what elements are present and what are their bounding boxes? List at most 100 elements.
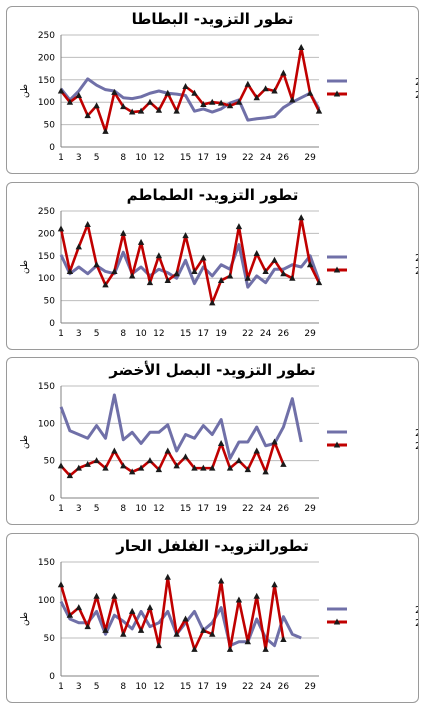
y-tick-label: 50 — [44, 297, 56, 307]
y-tick-label: 100 — [38, 274, 55, 284]
x-tick-label: 5 — [94, 682, 100, 692]
x-tick-label: 15 — [180, 504, 191, 514]
data-point — [155, 252, 163, 259]
data-point — [235, 223, 243, 230]
y-tick-label: 0 — [49, 672, 55, 682]
data-point — [244, 466, 252, 473]
data-point — [191, 645, 198, 652]
data-point — [217, 99, 225, 106]
data-point — [182, 615, 189, 622]
data-point — [75, 464, 82, 471]
series-line-2015 — [59, 77, 321, 122]
x-tick-label: 10 — [135, 329, 147, 339]
x-tick-label: 12 — [153, 504, 164, 514]
legend-label: الكمية 2016 — [415, 618, 418, 629]
data-point — [111, 592, 118, 599]
data-point — [191, 267, 198, 274]
data-point — [66, 472, 74, 479]
data-point — [235, 457, 243, 464]
chart-panel-4: تطورالتزويد- الفلفل الحار 0 50 100 150 1 3 5 8 10… — [6, 533, 419, 703]
data-point — [280, 636, 287, 643]
data-point — [173, 462, 180, 469]
chart-svg: 0 50 100 150 200 250 1 3 5 8 10 12 15 17 19 22 24 26 29 طن ا… — [20, 31, 418, 163]
data-point — [164, 276, 171, 283]
data-point — [217, 439, 225, 446]
series-line-2016 — [59, 575, 285, 651]
x-tick-label: 8 — [120, 504, 126, 514]
legend-marker — [333, 90, 341, 97]
x-tick-label: 26 — [278, 504, 290, 514]
data-point — [102, 127, 109, 134]
data-point — [75, 604, 82, 611]
data-point — [209, 464, 216, 471]
data-point — [164, 447, 171, 454]
data-point — [93, 592, 100, 599]
x-tick-label: 8 — [120, 329, 126, 339]
data-point — [182, 232, 189, 239]
x-tick-label: 26 — [278, 153, 290, 163]
y-tick-label: 50 — [44, 121, 56, 131]
y-tick-label: 200 — [38, 229, 55, 239]
data-point — [271, 438, 278, 445]
data-point — [111, 88, 118, 95]
x-tick-label: 22 — [242, 329, 253, 339]
x-tick-label: 29 — [304, 153, 316, 163]
data-point — [200, 100, 207, 107]
legend-marker — [333, 441, 341, 448]
data-point — [271, 87, 278, 94]
x-tick-label: 19 — [215, 153, 227, 163]
data-point — [226, 464, 234, 471]
x-tick-label: 24 — [260, 329, 272, 339]
x-tick-label: 1 — [58, 682, 64, 692]
legend-marker — [333, 266, 341, 273]
data-point — [182, 453, 189, 460]
data-point — [173, 630, 180, 637]
x-tick-label: 15 — [180, 682, 191, 692]
legend-label: الكمية 2015 — [415, 428, 418, 439]
data-point — [137, 464, 145, 471]
y-tick-label: 250 — [38, 207, 55, 217]
y-tick-label: 100 — [38, 419, 55, 429]
data-point — [120, 229, 127, 236]
data-point — [75, 91, 82, 98]
data-point — [93, 261, 100, 268]
legend-label: الكمية 2015 — [415, 77, 418, 88]
data-point — [93, 457, 100, 464]
x-tick-label: 22 — [242, 153, 253, 163]
data-point — [137, 107, 145, 114]
data-point — [111, 447, 118, 454]
y-tick-label: 250 — [38, 31, 55, 41]
y-axis-label: طن — [20, 260, 30, 274]
data-point — [253, 250, 260, 257]
x-tick-label: 24 — [260, 504, 272, 514]
data-point — [298, 44, 305, 51]
x-tick-label: 15 — [180, 329, 191, 339]
data-point — [102, 281, 109, 288]
data-point — [93, 102, 100, 109]
data-point — [209, 299, 216, 306]
data-point — [271, 256, 278, 263]
y-tick-label: 0 — [49, 143, 55, 153]
chart-title: تطور التزويد- الطماطم — [126, 186, 299, 204]
data-point — [244, 274, 252, 281]
data-point — [244, 80, 252, 87]
legend-marker — [333, 618, 341, 625]
data-point — [306, 261, 314, 268]
x-tick-label: 26 — [278, 682, 290, 692]
x-tick-label: 22 — [242, 504, 253, 514]
x-tick-label: 19 — [215, 329, 227, 339]
x-tick-label: 24 — [260, 153, 272, 163]
data-point — [164, 573, 171, 580]
legend-label: الكمية 2015 — [415, 605, 418, 616]
chart-title: تطور التزويد- البصل الأخضر — [109, 361, 316, 379]
data-point — [217, 577, 225, 584]
x-tick-label: 10 — [135, 682, 147, 692]
data-point — [200, 464, 207, 471]
data-point — [262, 468, 269, 475]
data-point — [155, 642, 163, 649]
data-point — [226, 645, 234, 652]
x-tick-label: 29 — [304, 682, 316, 692]
data-point — [120, 462, 127, 469]
data-point — [57, 87, 65, 94]
data-point — [280, 460, 287, 467]
